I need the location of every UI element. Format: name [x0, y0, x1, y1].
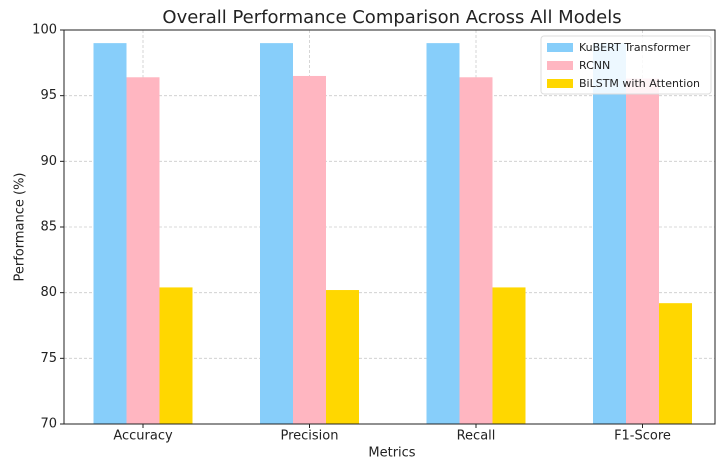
legend-label: KuBERT Transformer — [579, 41, 691, 54]
x-tick-label: F1-Score — [614, 429, 671, 444]
bars — [93, 43, 692, 425]
legend-label: BiLSTM with Attention — [579, 77, 700, 90]
legend-label: RCNN — [579, 59, 610, 72]
bar — [426, 43, 460, 425]
bar — [459, 77, 493, 424]
bar — [593, 43, 626, 425]
bar — [159, 287, 193, 424]
bar — [659, 303, 692, 424]
bar — [626, 78, 659, 425]
legend-swatch — [547, 79, 573, 88]
x-axis-label: Metrics — [368, 446, 415, 461]
bar — [326, 290, 359, 424]
bar — [93, 43, 127, 425]
chart-title: Overall Performance Comparison Across Al… — [162, 7, 621, 28]
y-tick-label: 70 — [40, 417, 57, 432]
y-axis-label: Performance (%) — [13, 172, 28, 281]
x-tick-label: Precision — [280, 429, 338, 444]
legend-box — [540, 35, 712, 95]
x-tick-label: Accuracy — [113, 429, 173, 444]
bar — [126, 77, 160, 424]
bar — [260, 43, 293, 425]
bar — [492, 287, 526, 424]
y-tick-label: 75 — [40, 351, 57, 366]
y-tick-label: 100 — [32, 23, 57, 38]
x-tick-label: Recall — [457, 429, 496, 444]
bar — [293, 75, 326, 424]
y-tick-label: 95 — [40, 88, 57, 103]
y-tick-label: 85 — [40, 220, 57, 235]
y-tick-label: 90 — [40, 154, 57, 169]
y-tick-label: 80 — [40, 285, 57, 300]
legend-swatch — [547, 61, 573, 70]
legend-swatch — [547, 43, 573, 52]
legend: KuBERT Transformer RCNN BiLSTM with Attent… — [540, 35, 712, 95]
